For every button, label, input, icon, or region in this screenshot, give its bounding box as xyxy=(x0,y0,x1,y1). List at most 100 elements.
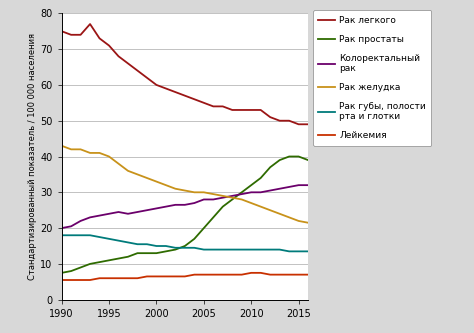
Рак простаты xyxy=(173,247,178,252)
Рак простаты xyxy=(239,190,245,194)
Колоректальный
рак xyxy=(296,183,301,187)
Колоректальный
рак xyxy=(201,197,207,201)
Рак легкого xyxy=(125,61,131,65)
Рак легкого xyxy=(239,108,245,112)
Рак легкого xyxy=(258,108,264,112)
Рак желудка xyxy=(191,190,197,194)
Y-axis label: Стандартизированный показатель / 100 000 населения: Стандартизированный показатель / 100 000… xyxy=(28,33,37,280)
Legend: Рак легкого, Рак простаты, Колоректальный
рак, Рак желудка, Рак губы, полости
рт: Рак легкого, Рак простаты, Колоректальны… xyxy=(313,10,431,146)
Лейкемия xyxy=(267,273,273,277)
Колоректальный
рак xyxy=(135,210,140,214)
Лейкемия xyxy=(68,278,74,282)
Колоректальный
рак xyxy=(277,187,283,191)
Рак желудка xyxy=(68,147,74,151)
Рак губы, полости
рта и глотки xyxy=(229,247,235,252)
Лейкемия xyxy=(144,274,150,278)
Лейкемия xyxy=(87,278,93,282)
Рак легкого xyxy=(68,33,74,37)
Рак желудка xyxy=(116,162,121,166)
Рак легкого xyxy=(163,87,169,91)
Рак губы, полости
рта и глотки xyxy=(182,246,188,250)
Рак желудка xyxy=(220,194,226,198)
Рак легкого xyxy=(296,122,301,126)
Колоректальный
рак xyxy=(154,206,159,210)
Колоректальный
рак xyxy=(286,185,292,189)
Рак губы, полости
рта и глотки xyxy=(78,233,83,237)
Рак легкого xyxy=(87,22,93,26)
Рак простаты xyxy=(258,176,264,180)
Line: Рак легкого: Рак легкого xyxy=(62,24,308,124)
Лейкемия xyxy=(220,273,226,277)
Рак простаты xyxy=(182,244,188,248)
Рак желудка xyxy=(154,179,159,183)
Рак легкого xyxy=(59,29,64,33)
Рак простаты xyxy=(201,226,207,230)
Рак желудка xyxy=(135,172,140,176)
Рак легкого xyxy=(305,122,311,126)
Рак желудка xyxy=(106,155,112,159)
Лейкемия xyxy=(248,271,254,275)
Рак простаты xyxy=(97,260,102,264)
Рак желудка xyxy=(286,215,292,219)
Колоректальный
рак xyxy=(59,226,64,230)
Рак желудка xyxy=(97,151,102,155)
Рак легкого xyxy=(220,105,226,109)
Рак легкого xyxy=(78,33,83,37)
Колоректальный
рак xyxy=(163,204,169,208)
Рак губы, полости
рта и глотки xyxy=(239,247,245,252)
Рак простаты xyxy=(87,262,93,266)
Лейкемия xyxy=(191,273,197,277)
Колоректальный
рак xyxy=(182,203,188,207)
Лейкемия xyxy=(154,274,159,278)
Колоректальный
рак xyxy=(229,194,235,198)
Line: Рак губы, полости
рта и глотки: Рак губы, полости рта и глотки xyxy=(62,235,308,251)
Колоректальный
рак xyxy=(258,190,264,194)
Рак простаты xyxy=(229,197,235,201)
Колоректальный
рак xyxy=(97,213,102,217)
Рак губы, полости
рта и глотки xyxy=(267,247,273,252)
Рак губы, полости
рта и глотки xyxy=(220,247,226,252)
Рак желудка xyxy=(296,219,301,223)
Рак губы, полости
рта и глотки xyxy=(97,235,102,239)
Рак простаты xyxy=(78,265,83,269)
Рак губы, полости
рта и глотки xyxy=(163,244,169,248)
Рак губы, полости
рта и глотки xyxy=(154,244,159,248)
Рак губы, полости
рта и глотки xyxy=(201,247,207,252)
Лейкемия xyxy=(135,276,140,280)
Рак губы, полости
рта и глотки xyxy=(248,247,254,252)
Рак желудка xyxy=(305,221,311,225)
Колоректальный
рак xyxy=(220,196,226,200)
Рак легкого xyxy=(144,76,150,80)
Рак губы, полости
рта и глотки xyxy=(277,247,283,252)
Рак губы, полости
рта и глотки xyxy=(191,246,197,250)
Рак легкого xyxy=(267,115,273,119)
Колоректальный
рак xyxy=(267,188,273,192)
Рак простаты xyxy=(116,256,121,260)
Колоректальный
рак xyxy=(87,215,93,219)
Лейкемия xyxy=(106,276,112,280)
Рак желудка xyxy=(78,147,83,151)
Рак губы, полости
рта и глотки xyxy=(173,246,178,250)
Колоректальный
рак xyxy=(144,208,150,212)
Рак губы, полости
рта и глотки xyxy=(116,239,121,243)
Лейкемия xyxy=(229,273,235,277)
Рак губы, полости
рта и глотки xyxy=(258,247,264,252)
Рак легкого xyxy=(135,69,140,73)
Рак губы, полости
рта и глотки xyxy=(68,233,74,237)
Колоректальный
рак xyxy=(191,201,197,205)
Рак губы, полости
рта и глотки xyxy=(296,249,301,253)
Рак простаты xyxy=(144,251,150,255)
Рак губы, полости
рта и глотки xyxy=(106,237,112,241)
Колоректальный
рак xyxy=(78,219,83,223)
Рак желудка xyxy=(267,208,273,212)
Рак губы, полости
рта и глотки xyxy=(135,242,140,246)
Рак легкого xyxy=(116,54,121,58)
Рак легкого xyxy=(210,105,216,109)
Рак простаты xyxy=(267,165,273,169)
Лейкемия xyxy=(116,276,121,280)
Рак простаты xyxy=(248,183,254,187)
Лейкемия xyxy=(182,274,188,278)
Line: Рак желудка: Рак желудка xyxy=(62,146,308,223)
Рак губы, полости
рта и глотки xyxy=(305,249,311,253)
Рак простаты xyxy=(210,215,216,219)
